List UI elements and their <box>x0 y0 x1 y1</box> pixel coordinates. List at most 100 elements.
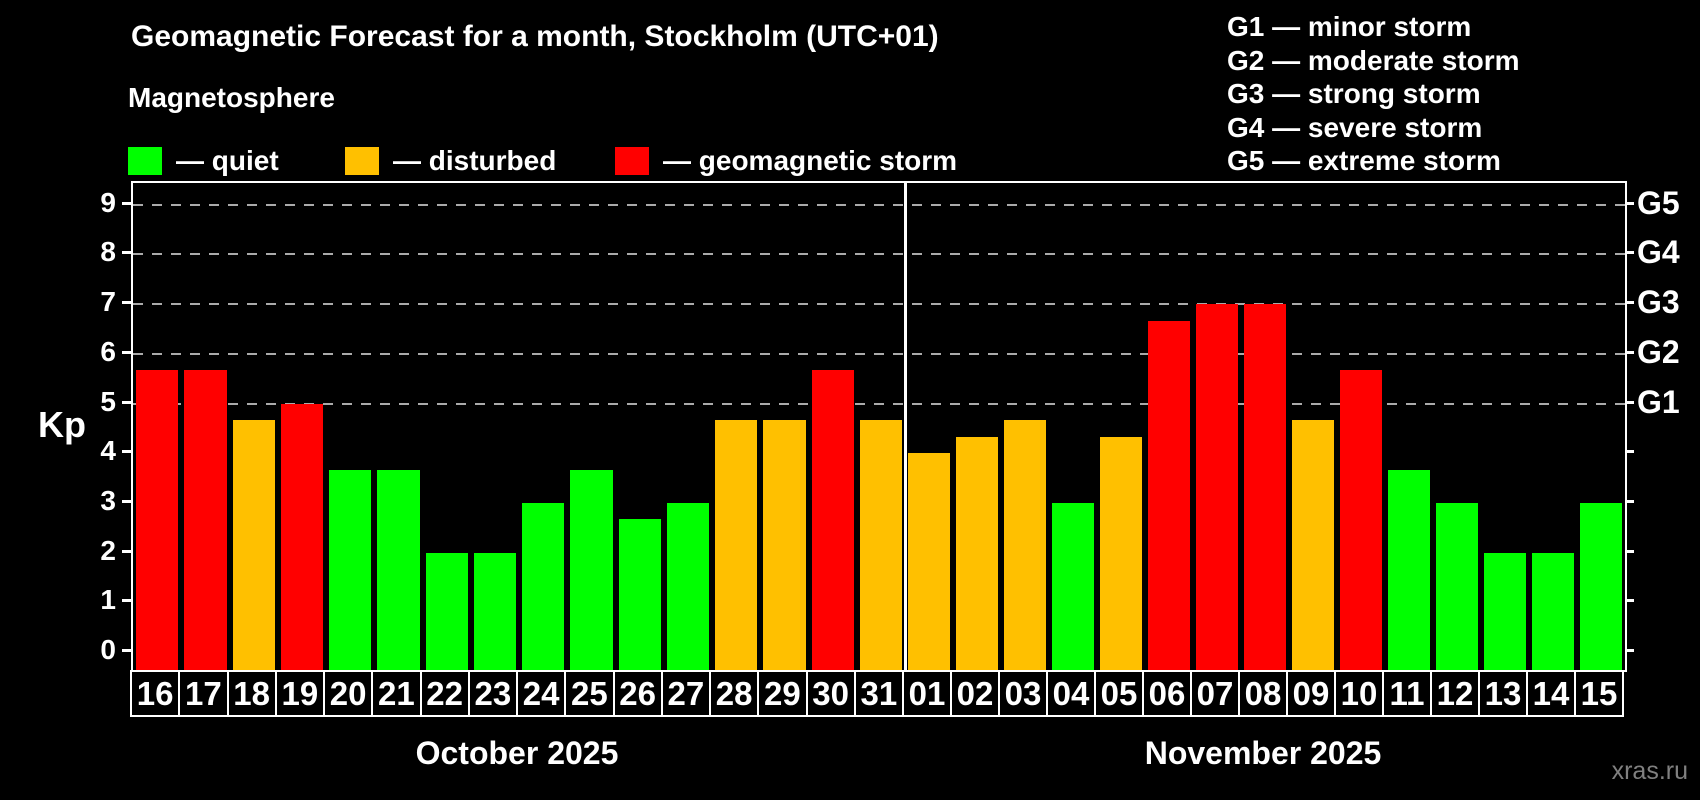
kp-bar-07 <box>1196 304 1238 670</box>
chart-subtitle: Magnetosphere <box>128 82 335 113</box>
kp-bar-18 <box>232 419 275 670</box>
g-legend-line-5: G5 — extreme storm <box>1227 145 1501 176</box>
y-tick-left-6 <box>122 350 131 354</box>
gridline-kp8 <box>133 253 1625 256</box>
y-tick-label-2: 2 <box>100 534 116 566</box>
kp-bar-chart-plot-area <box>131 181 1627 672</box>
y-tick-left-3 <box>122 499 131 503</box>
y-tick-left-4 <box>122 450 131 454</box>
y-tick-label-9: 9 <box>100 186 116 218</box>
y-tick-right-9 <box>1625 201 1634 205</box>
date-cell-09: 09 <box>1286 670 1336 717</box>
kp-bar-04 <box>1052 502 1094 670</box>
date-cell-26: 26 <box>612 670 663 717</box>
y-tick-left-9 <box>122 201 131 205</box>
kp-bar-26 <box>618 519 661 670</box>
month-label-october: October 2025 <box>415 735 619 771</box>
y-tick-left-0 <box>122 649 131 652</box>
y-tick-left-5 <box>122 400 131 404</box>
kp-bar-13 <box>1484 552 1526 670</box>
kp-bar-19 <box>280 403 323 670</box>
kp-bar-16 <box>136 370 179 670</box>
g-legend-line-1: G1 — minor storm <box>1227 11 1472 42</box>
legend-item-label: — quiet <box>176 145 279 176</box>
y-tick-right-8 <box>1625 251 1634 255</box>
kp-bar-31 <box>859 419 902 670</box>
date-cell-13: 13 <box>1478 670 1528 717</box>
g-scale-label-G1: G1 <box>1637 383 1680 420</box>
date-cell-02: 02 <box>950 670 1000 717</box>
legend-item-label: — geomagnetic storm <box>663 145 958 176</box>
y-tick-left-2 <box>122 549 131 553</box>
date-cell-01: 01 <box>902 670 952 717</box>
y-tick-left-8 <box>122 251 131 255</box>
kp-bar-29 <box>763 419 806 670</box>
kp-bar-30 <box>811 370 854 670</box>
kp-bar-03 <box>1004 419 1046 670</box>
y-tick-label-5: 5 <box>100 385 116 417</box>
g-legend-line-3: G3 — strong storm <box>1227 78 1481 109</box>
date-cell-28: 28 <box>709 670 760 717</box>
page-title: Geomagnetic Forecast for a month, Stockh… <box>131 20 939 53</box>
date-cell-24: 24 <box>516 670 567 717</box>
date-cell-14: 14 <box>1526 670 1576 717</box>
date-cell-30: 30 <box>805 670 856 717</box>
gridline-kp6 <box>133 352 1625 355</box>
month-divider-line <box>904 183 907 670</box>
kp-bar-22 <box>425 552 468 670</box>
y-tick-label-4: 4 <box>100 435 116 467</box>
date-cell-05: 05 <box>1094 670 1144 717</box>
date-cell-06: 06 <box>1142 670 1192 717</box>
date-cell-25: 25 <box>564 670 615 717</box>
y-tick-right-7 <box>1625 301 1634 305</box>
y-tick-label-6: 6 <box>100 335 116 367</box>
date-cell-20: 20 <box>323 670 374 717</box>
date-cell-10: 10 <box>1334 670 1384 717</box>
quiet-color-swatch <box>128 147 162 175</box>
kp-bar-06 <box>1148 320 1190 670</box>
date-cell-31: 31 <box>853 670 904 717</box>
kp-bar-08 <box>1244 304 1286 670</box>
kp-bar-15 <box>1580 502 1622 670</box>
legend-item-label: — disturbed <box>393 145 557 176</box>
kp-bar-20 <box>329 469 372 670</box>
watermark: xras.ru <box>1611 757 1688 785</box>
date-cell-08: 08 <box>1238 670 1288 717</box>
date-cell-07: 07 <box>1190 670 1240 717</box>
g-scale-label-G4: G4 <box>1637 234 1680 271</box>
date-cell-04: 04 <box>1046 670 1096 717</box>
y-tick-right-0 <box>1625 649 1634 652</box>
y-tick-right-6 <box>1625 350 1634 354</box>
y-axis-label: Kp <box>38 404 86 445</box>
kp-bar-02 <box>956 436 998 670</box>
month-label-november: November 2025 <box>1144 735 1382 771</box>
date-cell-11: 11 <box>1382 670 1432 717</box>
y-tick-label-8: 8 <box>100 236 116 268</box>
y-tick-right-5 <box>1625 400 1634 404</box>
g-scale-label-G2: G2 <box>1637 333 1680 370</box>
date-cell-27: 27 <box>660 670 711 717</box>
g-scale-label-G3: G3 <box>1637 284 1680 321</box>
g-scale-legend: G1 — minor storm G2 — moderate storm G3 — … <box>1227 10 1520 178</box>
date-cell-17: 17 <box>178 670 229 717</box>
gridline-kp9 <box>133 203 1625 206</box>
y-tick-right-2 <box>1625 549 1634 553</box>
y-tick-left-1 <box>122 599 131 603</box>
y-tick-left-7 <box>122 301 131 305</box>
kp-bar-23 <box>473 552 516 670</box>
legend-item-storm: — geomagnetic storm <box>615 145 958 176</box>
kp-bar-01 <box>908 453 950 670</box>
gridline-kp5 <box>133 402 1625 405</box>
legend-item-quiet: — quiet <box>128 145 279 176</box>
date-cell-03: 03 <box>998 670 1048 717</box>
kp-bar-05 <box>1100 436 1142 670</box>
storm-color-swatch <box>615 147 649 175</box>
date-cell-18: 18 <box>226 670 277 717</box>
date-cell-21: 21 <box>371 670 422 717</box>
date-cell-23: 23 <box>467 670 518 717</box>
g-legend-line-2: G2 — moderate storm <box>1227 44 1520 76</box>
date-cell-22: 22 <box>419 670 470 717</box>
y-tick-label-0: 0 <box>100 634 116 665</box>
kp-bar-21 <box>377 469 420 670</box>
date-cell-16: 16 <box>130 670 181 717</box>
